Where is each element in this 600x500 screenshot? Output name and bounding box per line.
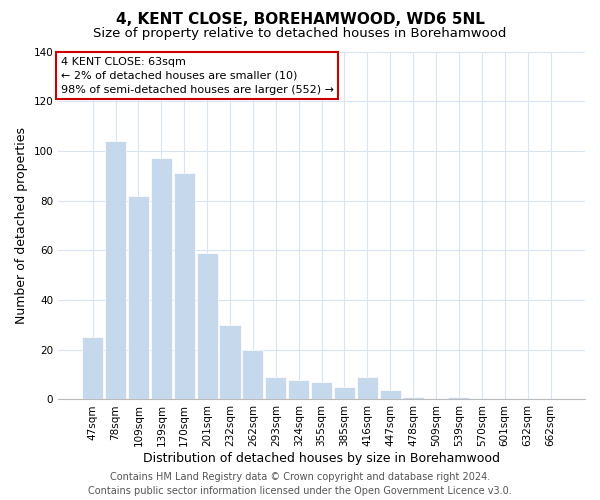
- Bar: [311, 382, 332, 400]
- Text: 4 KENT CLOSE: 63sqm
← 2% of detached houses are smaller (10)
98% of semi-detache: 4 KENT CLOSE: 63sqm ← 2% of detached hou…: [61, 56, 334, 94]
- Bar: [128, 196, 149, 400]
- Bar: [242, 350, 263, 400]
- Bar: [105, 141, 126, 400]
- Bar: [288, 380, 309, 400]
- Bar: [380, 390, 401, 400]
- Bar: [403, 397, 424, 400]
- Bar: [265, 377, 286, 400]
- Bar: [82, 338, 103, 400]
- Bar: [173, 174, 195, 400]
- Bar: [197, 253, 218, 400]
- Text: Contains HM Land Registry data © Crown copyright and database right 2024.
Contai: Contains HM Land Registry data © Crown c…: [88, 472, 512, 496]
- X-axis label: Distribution of detached houses by size in Borehamwood: Distribution of detached houses by size …: [143, 452, 500, 465]
- Bar: [448, 397, 469, 400]
- Bar: [220, 325, 241, 400]
- Bar: [334, 387, 355, 400]
- Bar: [357, 377, 378, 400]
- Bar: [151, 158, 172, 400]
- Text: Size of property relative to detached houses in Borehamwood: Size of property relative to detached ho…: [94, 28, 506, 40]
- Text: 4, KENT CLOSE, BOREHAMWOOD, WD6 5NL: 4, KENT CLOSE, BOREHAMWOOD, WD6 5NL: [116, 12, 484, 28]
- Y-axis label: Number of detached properties: Number of detached properties: [15, 127, 28, 324]
